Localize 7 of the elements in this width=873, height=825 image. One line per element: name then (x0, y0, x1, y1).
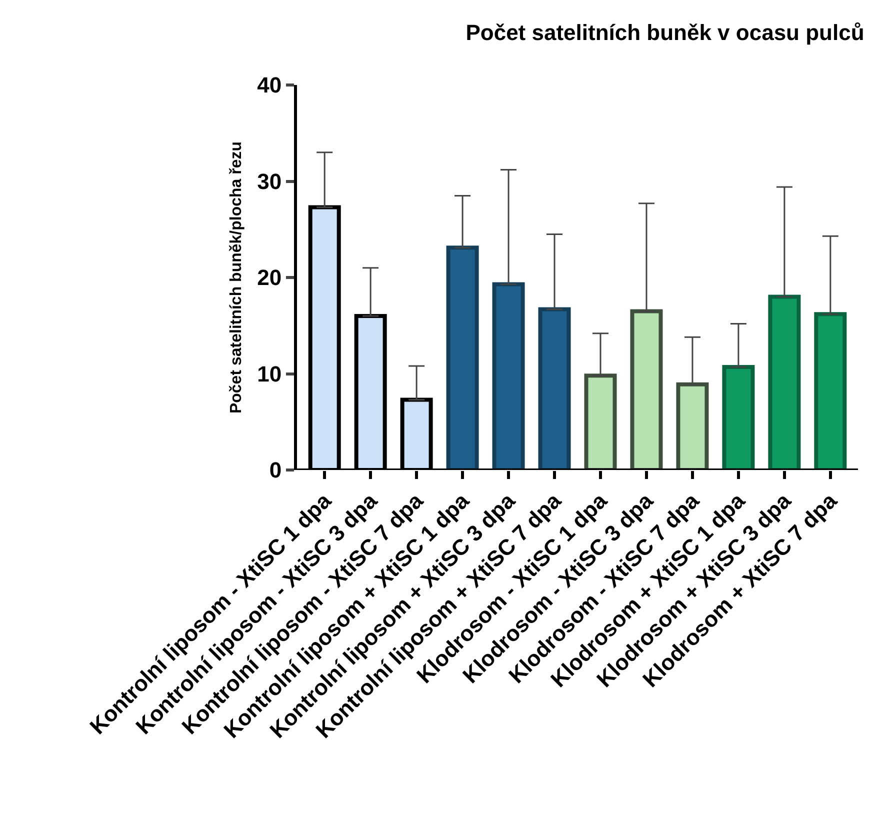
y-tick-label: 20 (257, 265, 282, 290)
y-axis-title: Počet satelitních buněk/plocha řezu (228, 141, 246, 414)
y-tick-label: 40 (257, 72, 282, 98)
y-tick-label: 30 (257, 168, 282, 194)
chart-title: Počet satelitních buněk v ocasu pulců (466, 20, 864, 46)
y-tick-label: 0 (269, 458, 282, 483)
y-tick-label: 10 (257, 361, 282, 386)
